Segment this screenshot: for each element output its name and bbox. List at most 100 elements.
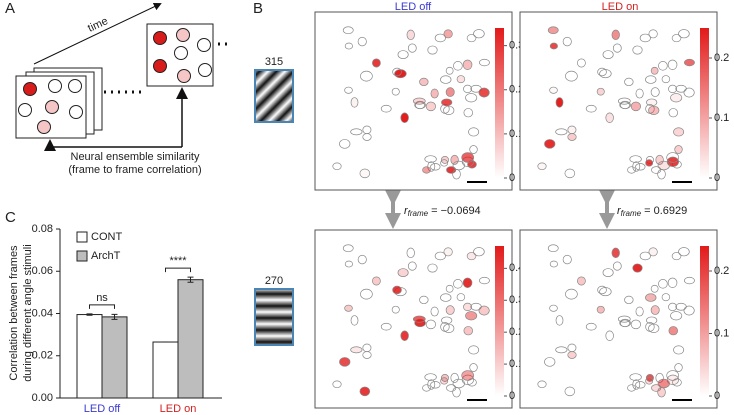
cell xyxy=(434,33,446,43)
cell xyxy=(445,87,455,97)
cell xyxy=(456,75,466,84)
stimulus-image xyxy=(254,288,294,346)
cell xyxy=(632,45,643,55)
caption: Neural ensemble similarity xyxy=(71,151,200,163)
time-arrow xyxy=(33,2,162,65)
colorbar-tick-label: 0.2 xyxy=(714,265,729,277)
panel-label: B xyxy=(253,0,263,17)
cell xyxy=(562,254,572,265)
cell xyxy=(430,88,439,99)
cell xyxy=(668,326,679,336)
cell-maps: 00.10.20.300.10.200.10.20.30.400.10.2 xyxy=(314,11,729,409)
cell xyxy=(596,305,605,314)
cell xyxy=(585,322,597,331)
symbol: r xyxy=(404,205,409,217)
cell xyxy=(463,84,473,94)
significance-bracket xyxy=(89,304,115,309)
cell xyxy=(564,168,576,179)
x-tick-label: LED off xyxy=(84,403,121,415)
cell xyxy=(425,319,436,330)
cell xyxy=(648,247,658,257)
cell xyxy=(555,128,568,136)
cell xyxy=(555,97,564,108)
y-tick-label: 0.00 xyxy=(32,392,53,404)
cell xyxy=(342,26,354,35)
cell xyxy=(357,36,367,47)
y-tick-label: 0.06 xyxy=(32,265,53,277)
cell xyxy=(430,381,441,389)
y-axis-label: Correlation between frames xyxy=(8,245,20,381)
cell xyxy=(427,45,438,55)
cell xyxy=(547,26,559,35)
colorbar-tick-label: 0 xyxy=(509,390,515,402)
cell xyxy=(612,43,622,53)
colorbar xyxy=(495,28,504,178)
cell xyxy=(646,98,658,107)
cell xyxy=(446,384,457,392)
cell xyxy=(446,166,457,174)
cell xyxy=(441,316,453,325)
stimulus-image xyxy=(254,69,294,123)
cell xyxy=(397,268,409,277)
cell xyxy=(629,373,642,381)
cell xyxy=(648,29,658,39)
colorbar xyxy=(700,28,709,178)
cell xyxy=(544,357,556,367)
cell xyxy=(565,288,578,300)
cell xyxy=(655,154,664,165)
cell xyxy=(629,155,642,163)
y-tick-label: 0.02 xyxy=(32,350,53,362)
cell xyxy=(658,279,668,289)
cell xyxy=(635,306,644,317)
cell xyxy=(645,293,657,302)
cell xyxy=(350,128,363,136)
cell xyxy=(624,77,634,87)
cell xyxy=(611,29,620,41)
cells xyxy=(332,244,490,398)
significance-label: ns xyxy=(96,292,108,304)
cell xyxy=(443,105,455,115)
cell xyxy=(650,66,659,75)
cell xyxy=(339,139,351,149)
cell xyxy=(567,133,577,141)
cell xyxy=(549,304,558,312)
cell xyxy=(544,139,556,149)
cell xyxy=(611,247,620,259)
cell xyxy=(427,263,438,273)
cell xyxy=(392,67,402,77)
value: = −0.0694 xyxy=(431,205,481,217)
cell xyxy=(567,343,577,353)
cell xyxy=(617,315,631,323)
frame-stack xyxy=(15,67,103,139)
cell xyxy=(555,346,568,354)
cell xyxy=(635,88,644,99)
significance-label: **** xyxy=(169,255,187,267)
cell xyxy=(362,351,372,359)
cell xyxy=(632,263,643,273)
cell xyxy=(478,87,490,98)
cell xyxy=(567,125,577,135)
cell xyxy=(414,100,426,110)
colorbar-tick-label: 0.2 xyxy=(714,52,729,64)
cell xyxy=(666,370,680,381)
cell xyxy=(565,70,578,82)
cell xyxy=(597,67,607,77)
cell xyxy=(627,384,636,392)
column-title: LED off xyxy=(395,1,432,13)
symbol: r xyxy=(617,205,622,217)
cell xyxy=(391,87,400,96)
cell xyxy=(360,70,373,82)
cells xyxy=(537,26,695,180)
cell xyxy=(419,295,429,305)
cell xyxy=(547,244,559,253)
cell xyxy=(443,247,453,257)
cell xyxy=(651,384,662,392)
bar xyxy=(152,341,179,399)
cell xyxy=(443,323,455,333)
cell xyxy=(683,305,695,316)
cell xyxy=(605,330,614,341)
cell xyxy=(452,160,465,171)
cell xyxy=(661,75,671,84)
cell xyxy=(440,293,452,302)
subscript: frame xyxy=(621,209,642,218)
